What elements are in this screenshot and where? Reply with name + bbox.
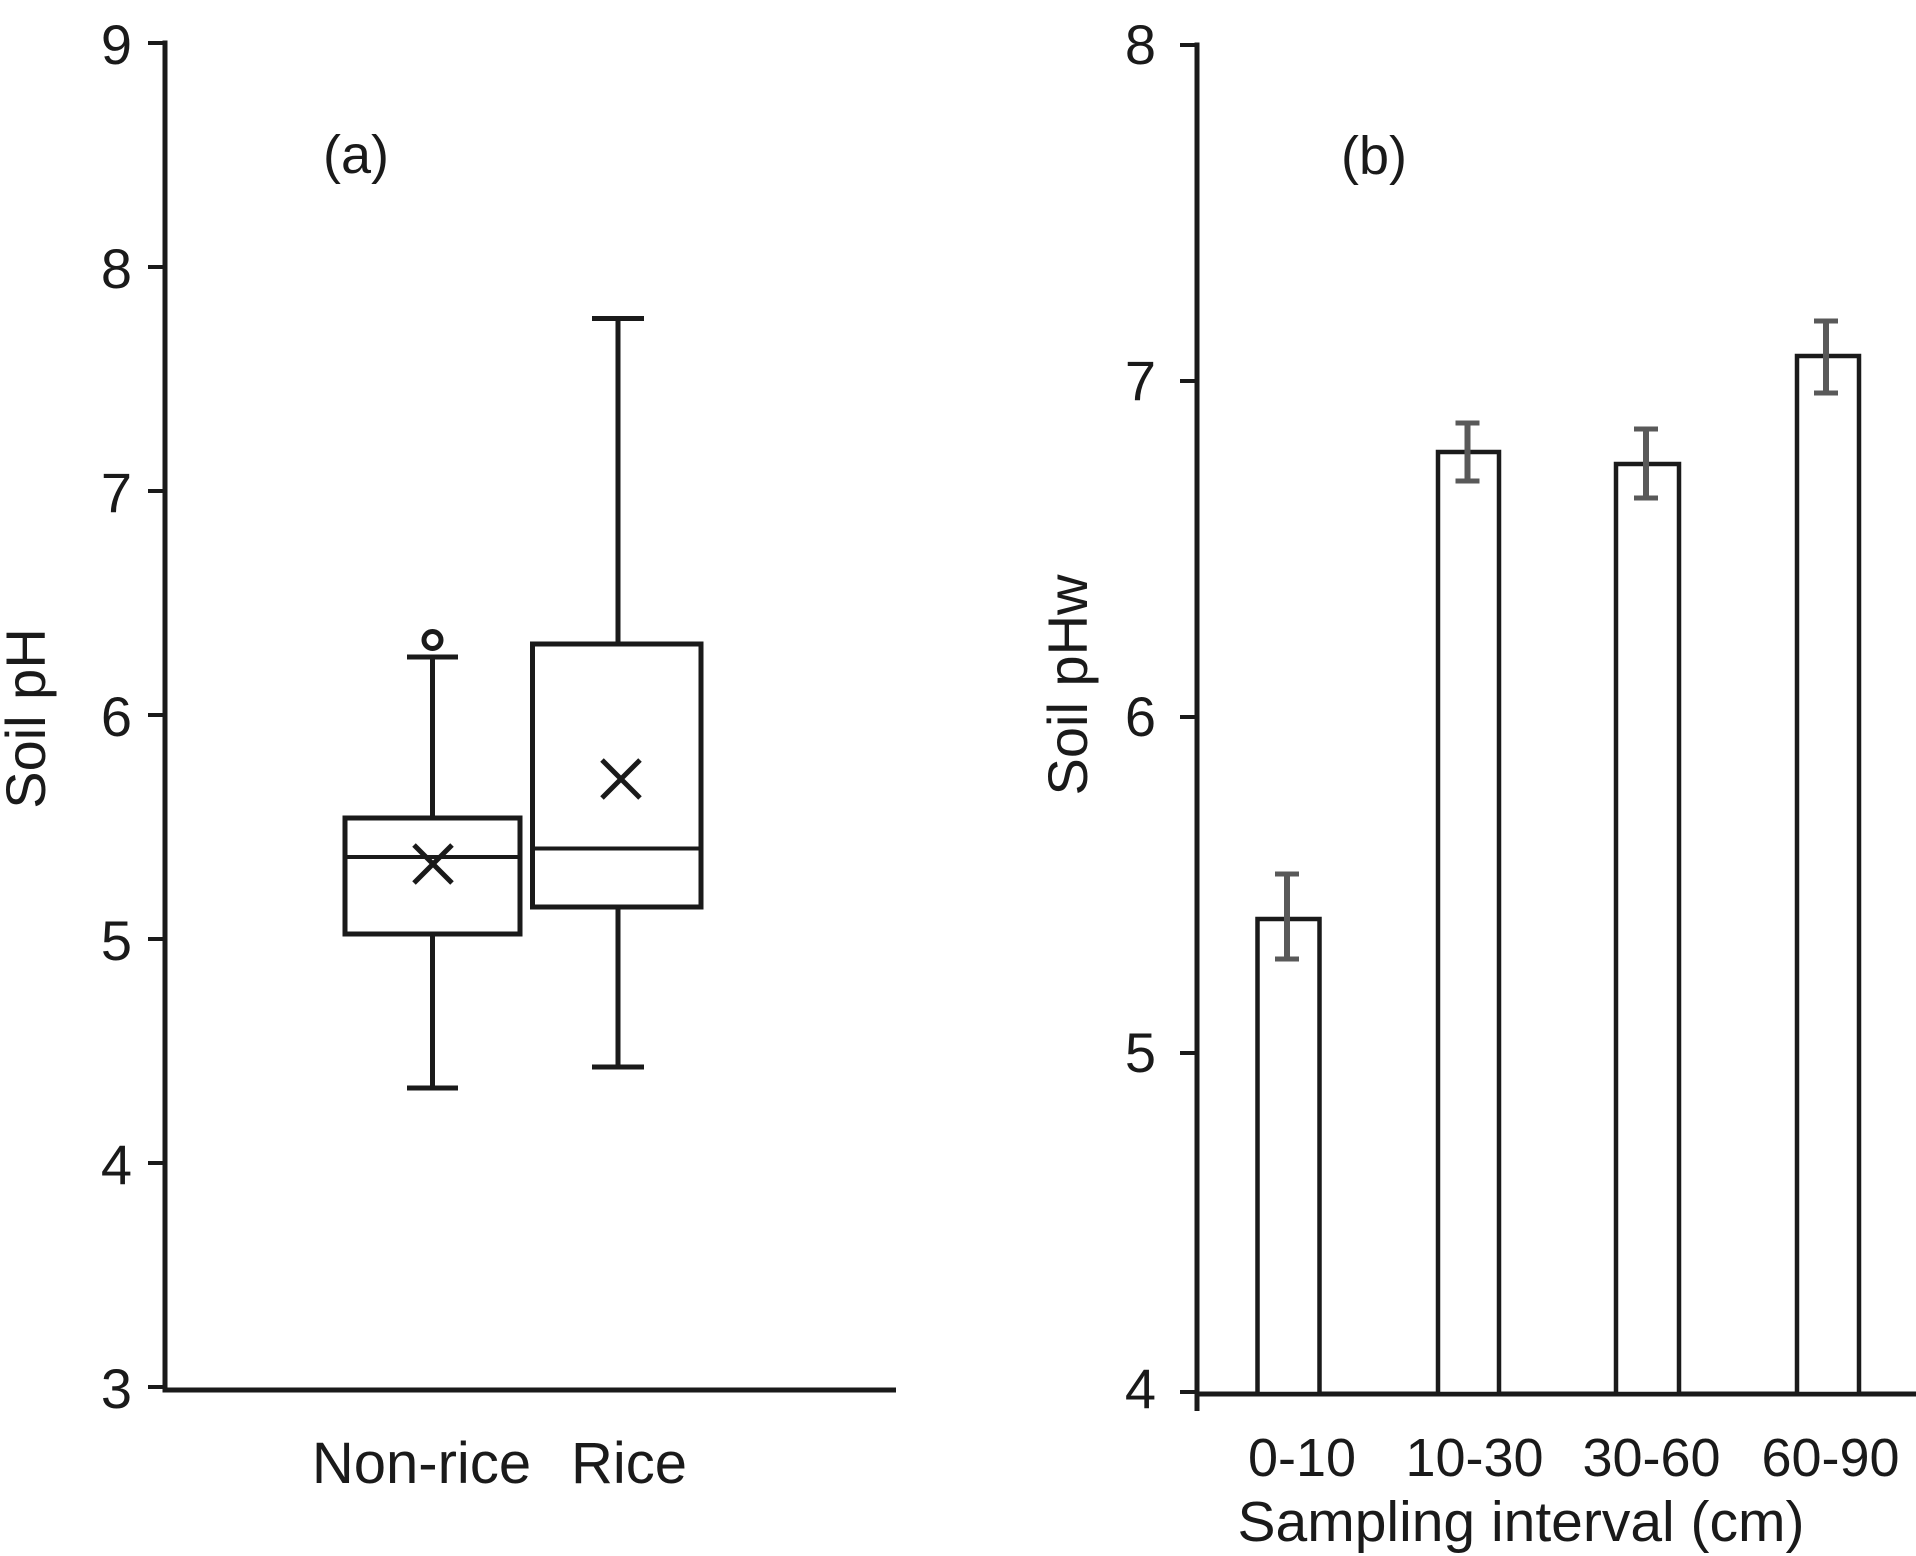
svg-text:7: 7 <box>1125 349 1156 412</box>
svg-text:8: 8 <box>101 237 132 300</box>
svg-text:5: 5 <box>101 909 132 972</box>
svg-text:4: 4 <box>1125 1357 1156 1420</box>
svg-text:Non-rice: Non-rice <box>312 1431 531 1496</box>
svg-text:60-90: 60-90 <box>1761 1428 1899 1488</box>
svg-text:4: 4 <box>101 1133 132 1196</box>
svg-text:Soil pH: Soil pH <box>0 628 57 809</box>
svg-text:Soil pHw: Soil pHw <box>1036 574 1099 796</box>
svg-text:9: 9 <box>101 13 132 76</box>
svg-text:Rice: Rice <box>571 1431 687 1496</box>
svg-text:6: 6 <box>101 685 132 748</box>
svg-text:3: 3 <box>101 1357 132 1420</box>
svg-text:Sampling interval (cm): Sampling interval (cm) <box>1238 1490 1805 1554</box>
svg-text:0-10: 0-10 <box>1248 1428 1356 1488</box>
svg-text:30-60: 30-60 <box>1582 1428 1720 1488</box>
svg-text:6: 6 <box>1125 685 1156 748</box>
svg-text:7: 7 <box>101 461 132 524</box>
svg-text:10-30: 10-30 <box>1405 1428 1543 1488</box>
svg-text:(b): (b) <box>1341 126 1407 186</box>
svg-text:5: 5 <box>1125 1021 1156 1084</box>
svg-text:8: 8 <box>1125 13 1156 76</box>
svg-text:(a): (a) <box>323 125 389 185</box>
